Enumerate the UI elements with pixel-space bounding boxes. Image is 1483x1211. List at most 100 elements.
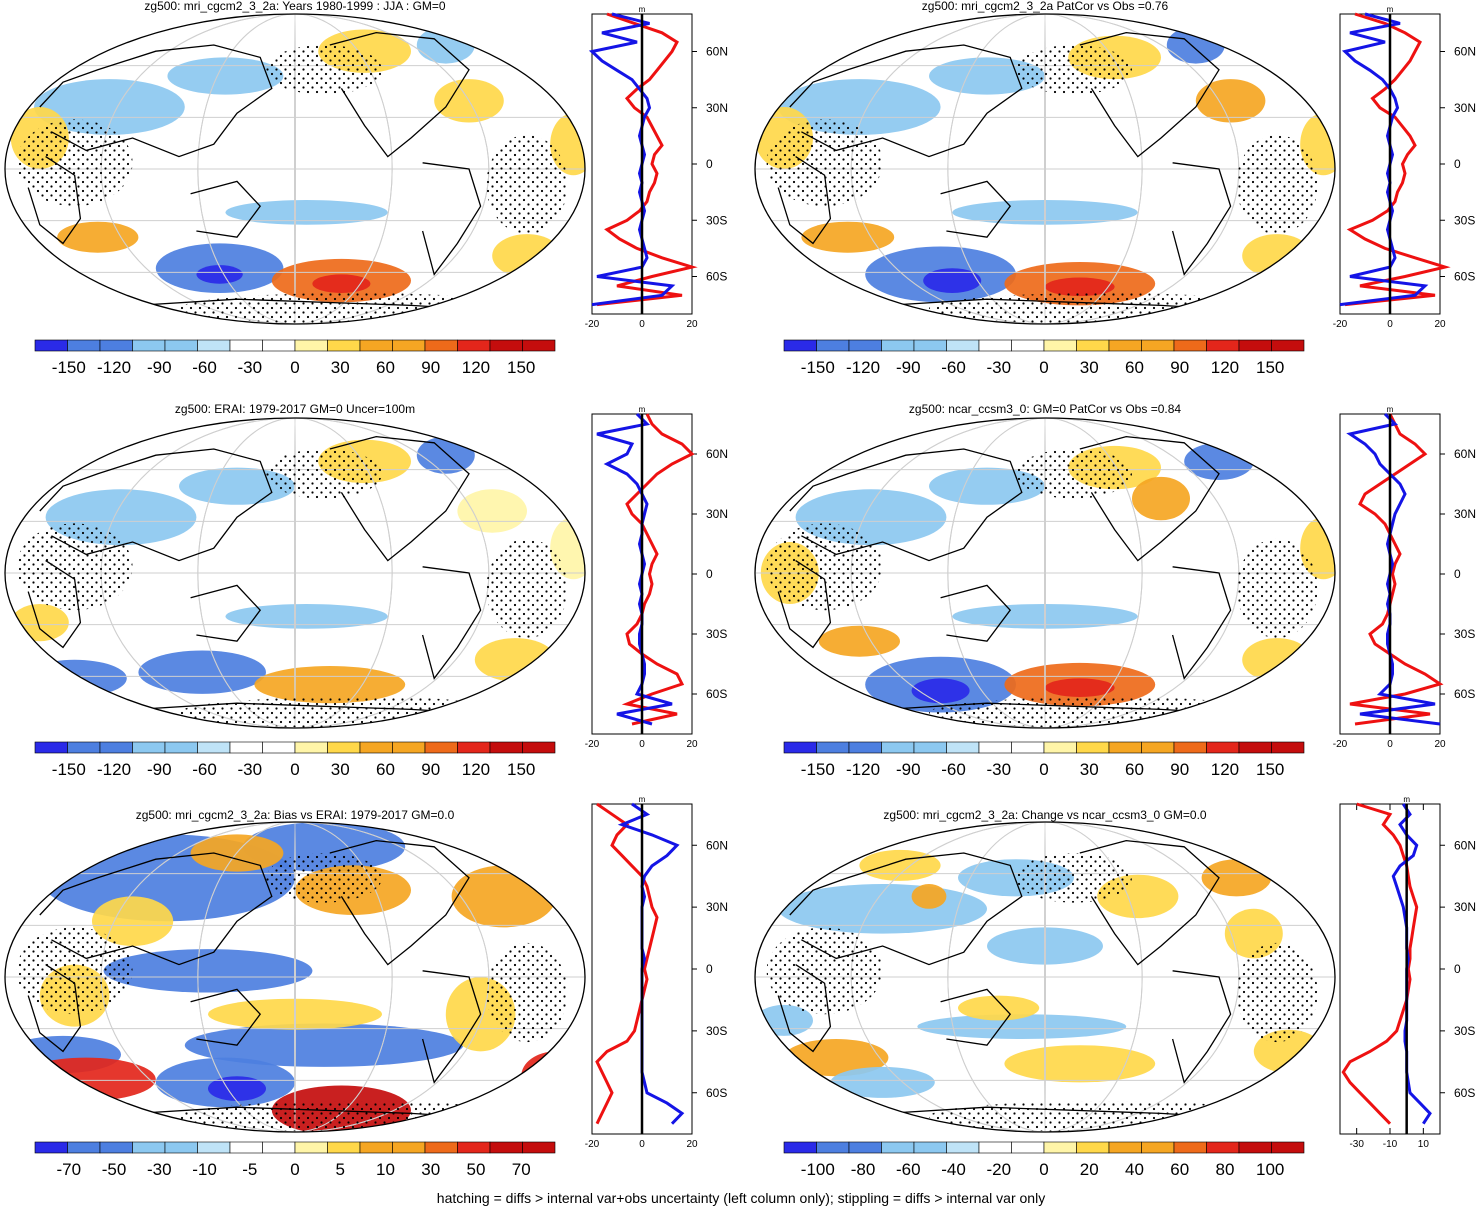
meridian-line xyxy=(1044,418,1046,728)
profile-line-red xyxy=(1341,802,1419,1125)
latitude-label: 60N xyxy=(1454,45,1476,59)
anomaly-region xyxy=(474,638,556,682)
colorbar-label: -120 xyxy=(97,760,131,779)
colorbar-box xyxy=(262,339,296,352)
coastline xyxy=(940,180,1012,238)
latitude-label: 60N xyxy=(706,838,728,852)
colorbar-box xyxy=(1076,741,1110,754)
colorbar-label: 70 xyxy=(512,1160,531,1179)
colorbar-label: 30 xyxy=(331,760,350,779)
latitude-label: 30S xyxy=(706,627,727,641)
colorbar-box xyxy=(457,741,491,754)
stipple-area xyxy=(1236,942,1318,1043)
meridian-line xyxy=(294,822,296,1132)
colorbar-box xyxy=(946,1141,980,1154)
colorbar-label: -30 xyxy=(237,760,262,779)
colorbar-label: 0 xyxy=(1039,760,1048,779)
stipple-area xyxy=(266,449,382,499)
colorbar-box xyxy=(848,339,882,352)
colorbar-label: -60 xyxy=(192,760,217,779)
stipple-area xyxy=(16,927,133,1015)
anomaly-region xyxy=(923,268,982,293)
colorbar-box xyxy=(67,741,101,754)
chart-panel-1: zg500: mri_cgcm2_3_2a PatCor vs Obs =0.7… xyxy=(754,0,1476,377)
profile-line-red xyxy=(595,802,659,1125)
profile-tick-label: -20 xyxy=(585,739,600,750)
coastline xyxy=(190,180,262,238)
colorbar-box xyxy=(489,741,523,754)
colorbar-label: 40 xyxy=(1125,1160,1144,1179)
colorbar-label: 0 xyxy=(290,1160,299,1179)
coastline xyxy=(940,988,1012,1046)
anomaly-region xyxy=(521,1051,585,1101)
colorbar-label: -120 xyxy=(846,358,880,377)
colorbar-box xyxy=(1173,1141,1207,1154)
stipple-area xyxy=(766,927,883,1015)
colorbar-box xyxy=(1141,1141,1175,1154)
colorbar-box xyxy=(229,339,263,352)
colorbar-box xyxy=(34,1141,68,1154)
colorbar-box xyxy=(1271,1141,1305,1154)
coastline xyxy=(27,560,82,649)
latitude-label: 30S xyxy=(706,213,727,227)
coastline xyxy=(789,44,1023,158)
stipple-area xyxy=(266,853,382,903)
profile-unit: m xyxy=(639,405,646,414)
colorbar-label: -90 xyxy=(147,358,172,377)
coastline xyxy=(1171,566,1232,680)
colorbar-label: -60 xyxy=(941,760,966,779)
profile-unit: m xyxy=(1387,5,1394,14)
colorbar-box xyxy=(34,741,68,754)
colorbar-box xyxy=(881,741,915,754)
latitude-label: 30N xyxy=(1454,900,1476,914)
latitude-label: 0 xyxy=(1454,157,1461,171)
latitude-label: 30S xyxy=(1454,213,1475,227)
anomaly-region xyxy=(1045,277,1115,297)
profile-tick-label: 20 xyxy=(1434,319,1446,330)
anomaly-region xyxy=(1132,476,1190,521)
colorbar-label: -60 xyxy=(896,1160,921,1179)
colorbar-label: -150 xyxy=(52,358,86,377)
colorbar-box xyxy=(1271,741,1305,754)
chart-panel-0: zg500: mri_cgcm2_3_2a: Years 1980-1999 :… xyxy=(4,0,728,377)
colorbar-box xyxy=(1238,1141,1272,1154)
colorbar: -150 -120 -90 -60 -30 0 30 60 90 120 150 xyxy=(34,339,556,377)
profile-tick-label: 20 xyxy=(686,1139,698,1150)
colorbar-box xyxy=(1173,339,1207,352)
colorbar-box xyxy=(848,741,882,754)
stipple-area xyxy=(929,1101,1277,1132)
coastline xyxy=(789,852,1023,966)
colorbar-box xyxy=(392,339,426,352)
colorbar-box xyxy=(99,741,133,754)
meridian-line xyxy=(947,418,1143,728)
colorbar-label: 150 xyxy=(1256,760,1284,779)
colorbar-box xyxy=(1206,339,1240,352)
meridian-line xyxy=(294,14,296,324)
world-map xyxy=(754,417,1336,729)
colorbar-box xyxy=(1043,339,1077,352)
colorbar-label: -120 xyxy=(97,358,131,377)
anomaly-region xyxy=(103,949,313,993)
panel-title: zg500: mri_cgcm2_3_2a: Bias vs ERAI: 197… xyxy=(136,808,455,822)
profile-tick-label: 20 xyxy=(1434,739,1446,750)
profile-unit: m xyxy=(639,5,646,14)
meridian-line xyxy=(197,14,393,324)
colorbar-box xyxy=(1076,339,1110,352)
colorbar-box xyxy=(913,339,947,352)
coastline xyxy=(190,584,262,642)
colorbar-label: -80 xyxy=(851,1160,876,1179)
colorbar-label: 0 xyxy=(1039,1160,1048,1179)
world-map xyxy=(754,13,1336,325)
colorbar-label: -150 xyxy=(52,760,86,779)
map-border xyxy=(754,821,1336,1133)
colorbar-box xyxy=(164,339,198,352)
anomaly-region xyxy=(818,625,901,657)
colorbar-label: -10 xyxy=(192,1160,217,1179)
colorbar-box xyxy=(294,1141,328,1154)
colorbar-box xyxy=(1108,741,1142,754)
colorbar: -100 -80 -60 -40 -20 0 20 40 60 80 100 xyxy=(783,1141,1305,1179)
profile-line-red xyxy=(621,413,695,726)
profile-line-blue xyxy=(588,12,676,307)
coastline xyxy=(421,162,482,276)
colorbar-box xyxy=(489,339,523,352)
